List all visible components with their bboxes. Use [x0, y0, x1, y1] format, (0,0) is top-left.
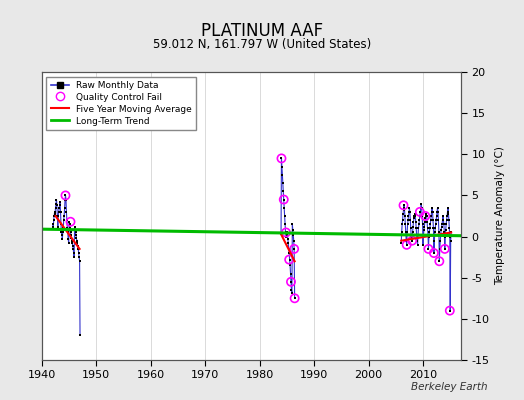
Text: Berkeley Earth: Berkeley Earth — [411, 382, 487, 392]
Point — [441, 246, 449, 252]
Point — [67, 218, 75, 225]
Point — [402, 242, 411, 248]
Point — [277, 155, 286, 162]
Point — [290, 295, 299, 302]
Text: 59.012 N, 161.797 W (United States): 59.012 N, 161.797 W (United States) — [153, 38, 371, 51]
Point — [287, 279, 295, 285]
Point — [290, 246, 298, 252]
Y-axis label: Temperature Anomaly (°C): Temperature Anomaly (°C) — [495, 146, 505, 286]
Point — [399, 202, 408, 208]
Point — [280, 196, 288, 203]
Point — [435, 258, 443, 264]
Point — [445, 308, 454, 314]
Point — [424, 246, 433, 252]
Legend: Raw Monthly Data, Quality Control Fail, Five Year Moving Average, Long-Term Tren: Raw Monthly Data, Quality Control Fail, … — [47, 76, 196, 130]
Point — [408, 238, 416, 244]
Point — [421, 213, 430, 219]
Point — [61, 192, 70, 199]
Text: PLATINUM AAF: PLATINUM AAF — [201, 22, 323, 40]
Point — [285, 256, 293, 263]
Point — [416, 209, 424, 215]
Point — [282, 229, 290, 236]
Point — [430, 250, 438, 256]
